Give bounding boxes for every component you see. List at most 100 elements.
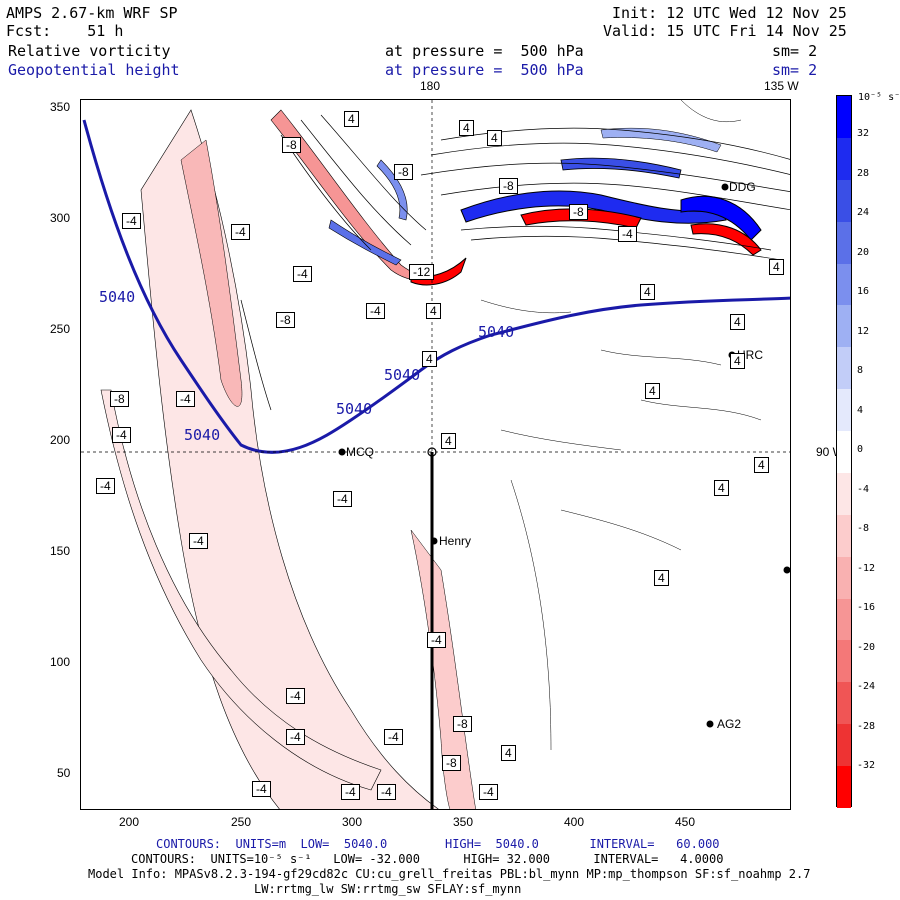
model-title: AMPS 2.67-km WRF SP bbox=[6, 4, 178, 22]
colorbar-label: -8 bbox=[857, 523, 870, 534]
vort-label: 4 bbox=[730, 314, 745, 330]
vort-label: -4 bbox=[252, 781, 271, 797]
colorbar-segment bbox=[837, 96, 851, 139]
vort-label: -4 bbox=[96, 478, 115, 494]
vort-label: -8 bbox=[453, 716, 472, 732]
vort-label: 4 bbox=[422, 351, 437, 367]
vort-label: -4 bbox=[286, 688, 305, 704]
height-label: 5040 bbox=[99, 288, 136, 306]
vort-label: -4 bbox=[231, 224, 250, 240]
vort-label: -4 bbox=[384, 729, 403, 745]
vorticity-map bbox=[81, 100, 790, 809]
colorbar-segment bbox=[837, 431, 851, 474]
vort-label: -8 bbox=[499, 178, 518, 194]
vort-label: -8 bbox=[282, 137, 301, 153]
colorbar-label: -4 bbox=[857, 483, 870, 495]
colorbar-label: 20 bbox=[857, 246, 870, 258]
footer-vorticity-contours: CONTOURS: UNITS=10⁻⁵ s⁻¹ LOW= -32.000 HI… bbox=[131, 852, 724, 866]
colorbar-segment bbox=[837, 472, 851, 516]
colorbar-label: 32 bbox=[857, 128, 870, 139]
vort-label: -4 bbox=[122, 213, 141, 229]
vort-label: -4 bbox=[112, 427, 131, 443]
field1-level: at pressure = 500 hPa bbox=[385, 42, 584, 60]
vort-label: -12 bbox=[409, 264, 435, 280]
colorbar-label: -32 bbox=[857, 760, 876, 771]
y-tick: 350 bbox=[50, 100, 71, 114]
x-tick: 300 bbox=[342, 815, 363, 829]
valid-time: Valid: 15 UTC Fri 14 Nov 25 bbox=[603, 22, 847, 40]
colorbar-segment bbox=[837, 514, 851, 558]
colorbar-label: 8 bbox=[857, 365, 864, 376]
colorbar-segment bbox=[837, 682, 851, 725]
colorbar-segment bbox=[837, 179, 851, 223]
colorbar-label: -20 bbox=[857, 641, 876, 653]
colorbar-label: 0 bbox=[857, 444, 864, 455]
x-tick: 350 bbox=[453, 815, 474, 829]
vort-label: -8 bbox=[276, 312, 295, 328]
vort-label: 4 bbox=[501, 745, 516, 761]
vort-label: 4 bbox=[487, 130, 502, 146]
vort-label: 4 bbox=[459, 120, 474, 136]
colorbar-label: -12 bbox=[857, 562, 876, 574]
y-tick: 100 bbox=[50, 655, 71, 669]
height-label: 5040 bbox=[384, 366, 421, 384]
colorbar-label: -16 bbox=[857, 602, 876, 613]
vort-label: 4 bbox=[769, 259, 784, 275]
y-tick: 300 bbox=[50, 211, 71, 225]
colorbar-segment bbox=[837, 766, 851, 809]
vort-label: 4 bbox=[645, 383, 660, 399]
colorbar-label: 28 bbox=[857, 167, 870, 179]
vort-label: -4 bbox=[377, 784, 396, 800]
colorbar-label: -28 bbox=[857, 720, 876, 732]
x-tick: 450 bbox=[675, 815, 696, 829]
y-tick: 250 bbox=[50, 322, 71, 336]
colorbar-label: 16 bbox=[857, 286, 870, 297]
y-tick: 50 bbox=[57, 766, 71, 780]
field2-name: Geopotential height bbox=[8, 61, 180, 79]
vort-label: -4 bbox=[479, 784, 498, 800]
colorbar-segment bbox=[837, 556, 851, 600]
colorbar-label: 24 bbox=[857, 207, 870, 218]
init-time: Init: 12 UTC Wed 12 Nov 25 bbox=[612, 4, 847, 22]
vort-label: -8 bbox=[394, 164, 413, 180]
vort-label: -4 bbox=[293, 266, 312, 282]
vort-label: -4 bbox=[333, 491, 352, 507]
vort-label: -4 bbox=[341, 784, 360, 800]
colorbar-segment bbox=[837, 221, 851, 265]
colorbar-segment bbox=[837, 640, 851, 683]
colorbar-label: 4 bbox=[857, 404, 864, 416]
lon-label-180: 180 bbox=[420, 79, 441, 93]
height-label: 5040 bbox=[478, 323, 515, 341]
lon-label-135w: 135 W bbox=[764, 79, 799, 93]
colorbar-label: 12 bbox=[857, 325, 870, 337]
height-label: 5040 bbox=[184, 426, 221, 444]
vort-label: -8 bbox=[569, 204, 588, 220]
colorbar-segment bbox=[837, 263, 851, 306]
vort-label: 4 bbox=[640, 284, 655, 300]
vort-label: 4 bbox=[426, 303, 441, 319]
vort-label: -8 bbox=[442, 755, 461, 771]
footer-model-info-2: LW:rrtmg_lw SW:rrtmg_sw SFLAY:sf_mynn bbox=[254, 882, 522, 896]
vort-label: -4 bbox=[189, 533, 208, 549]
vort-label: 4 bbox=[754, 457, 769, 473]
colorbar bbox=[836, 95, 852, 809]
footer-height-contours: CONTOURS: UNITS=m LOW= 5040.0 HIGH= 5040… bbox=[156, 837, 720, 851]
vort-label: 4 bbox=[714, 480, 729, 496]
vort-label: 4 bbox=[441, 433, 456, 449]
station-label-henry: Henry bbox=[439, 534, 472, 548]
field1-smoothing: sm= 2 bbox=[772, 42, 818, 60]
x-tick: 400 bbox=[564, 815, 585, 829]
vort-label: -4 bbox=[286, 729, 305, 745]
map-plot-area: MCQ Henry DDG HRC AG2 5040 5040 5040 504… bbox=[80, 99, 791, 810]
y-tick: 150 bbox=[50, 544, 71, 558]
vort-label: -8 bbox=[110, 391, 129, 407]
vort-label: -4 bbox=[427, 632, 446, 648]
vort-label: -4 bbox=[618, 226, 637, 242]
field1-name: Relative vorticity bbox=[8, 42, 171, 60]
vort-label: 4 bbox=[654, 570, 669, 586]
x-tick: 200 bbox=[119, 815, 140, 829]
station-label-ddg: DDG bbox=[729, 180, 756, 194]
field2-level: at pressure = 500 hPa bbox=[385, 61, 584, 79]
footer-model-info: Model Info: MPASv8.2.3-194-gf29cd82c CU:… bbox=[88, 867, 811, 881]
colorbar-unit: 10⁻⁵ s⁻¹ bbox=[858, 92, 900, 103]
